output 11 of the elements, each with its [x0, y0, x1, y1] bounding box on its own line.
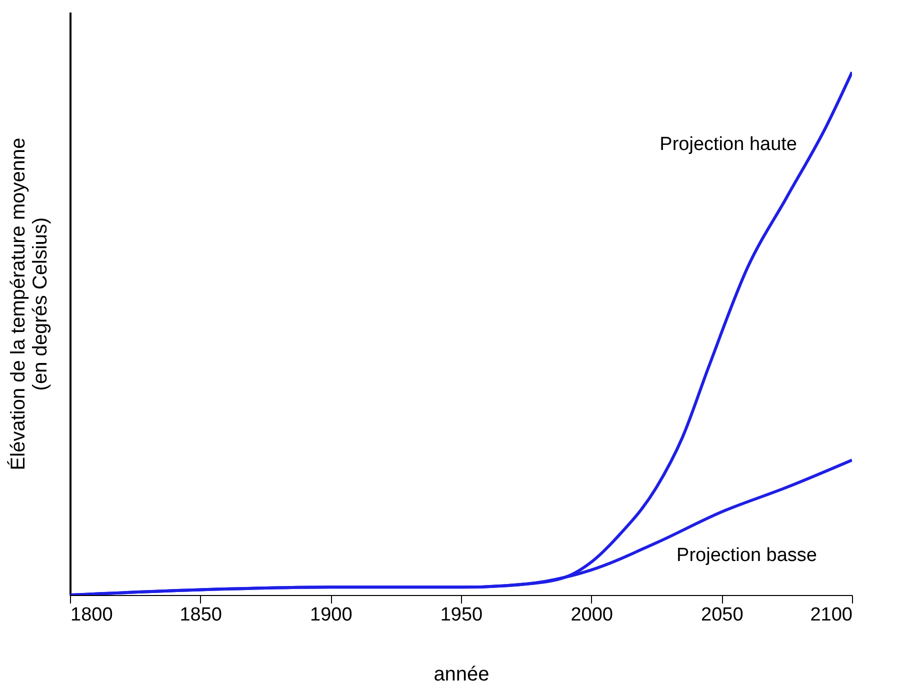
- x-tick-label: 2100: [810, 604, 852, 626]
- y-axis-title: Élévation de la température moyenne (en degrés Celsius): [6, 138, 52, 470]
- series-label: Projection basse: [676, 545, 817, 566]
- x-tick-label: 1800: [70, 604, 113, 626]
- x-tick-label: 1950: [440, 604, 483, 626]
- x-tick-label: 2050: [701, 604, 744, 626]
- x-tick-label: 1900: [310, 604, 352, 626]
- x-axis-title: année: [434, 664, 490, 686]
- x-tick-label: 2000: [570, 604, 613, 626]
- series-label: Projection haute: [660, 134, 797, 156]
- x-tick-label: 1850: [180, 604, 222, 626]
